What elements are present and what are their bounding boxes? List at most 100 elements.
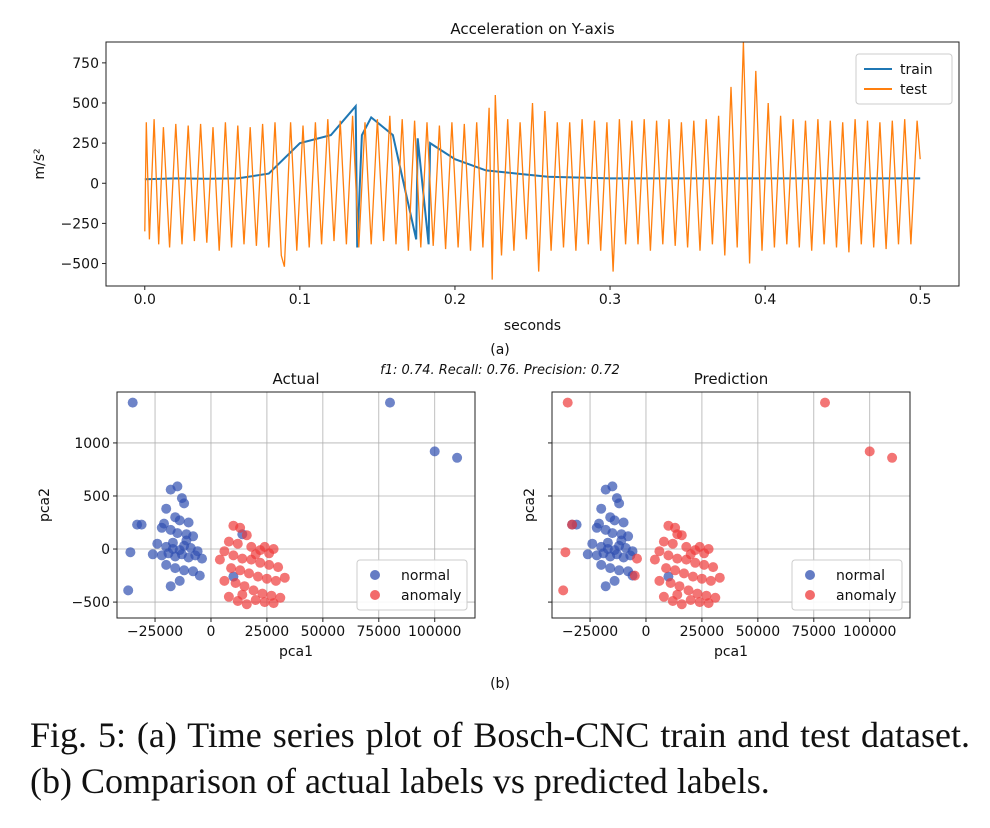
scatter-point-anomaly — [694, 597, 705, 608]
scatter-point-normal — [614, 565, 625, 576]
scatter-point-anomaly — [685, 595, 696, 605]
scatter-point-anomaly — [685, 549, 696, 560]
scatter-point-anomaly — [239, 581, 250, 592]
legend-swatch-anomaly — [805, 590, 815, 600]
scatter-point-anomaly — [676, 599, 687, 610]
y-tick-label: 0 — [90, 176, 99, 192]
scatter-point-anomaly — [235, 522, 246, 533]
x-tick-label: 75000 — [792, 624, 837, 640]
scatter-point-anomaly — [255, 557, 266, 568]
scatter-point-anomaly — [703, 598, 714, 609]
scatter-point-anomaly — [683, 585, 694, 596]
scatter-point-anomaly — [558, 585, 569, 596]
scatter-point-anomaly — [219, 546, 230, 557]
scatter-point-normal — [609, 575, 620, 586]
scatter-point-anomaly — [241, 599, 252, 610]
x-tick-label: 0.1 — [289, 292, 311, 308]
scatter-point-normal — [194, 570, 205, 581]
y-axis-label: pca2 — [37, 488, 53, 522]
scatter-point-anomaly — [223, 536, 234, 547]
chart-title: Acceleration on Y-axis — [450, 20, 614, 38]
scatter-point-anomaly — [275, 592, 286, 603]
scatter-point-anomaly — [708, 562, 719, 573]
x-tick-label: 0.2 — [444, 292, 466, 308]
panel-b-label: (b) — [490, 676, 510, 692]
scatter-point-normal — [452, 452, 463, 463]
legend-swatch-normal — [805, 570, 815, 580]
legend-box — [791, 559, 903, 611]
scatter-point-anomaly — [257, 588, 268, 599]
scatter-point-anomaly — [273, 562, 284, 573]
scatter-point-anomaly — [674, 581, 685, 592]
scatter-point-anomaly — [679, 568, 689, 579]
scatter-point-anomaly — [672, 589, 683, 600]
y-axis-label: pca2 — [522, 488, 538, 522]
scatter-point-anomaly — [692, 588, 703, 599]
y-tick-label: 0 — [101, 542, 110, 558]
scatter-point-anomaly — [246, 541, 257, 552]
y-tick-label: −250 — [61, 216, 99, 232]
scatter-point-anomaly — [226, 563, 237, 574]
x-tick-label: 0 — [207, 624, 216, 640]
scatter-point-normal — [618, 517, 629, 528]
scatter-point-anomaly — [681, 541, 692, 552]
scatter-point-anomaly — [237, 589, 248, 600]
x-tick-label: 0.0 — [134, 292, 156, 308]
scatter-point-normal — [172, 528, 183, 539]
scatter-point-normal — [582, 549, 593, 560]
series-line-test — [144, 42, 921, 280]
scatter-point-anomaly — [658, 536, 669, 547]
scatter-point-normal — [385, 397, 395, 408]
scatter-point-normal — [594, 518, 604, 529]
scatter-point-anomaly — [672, 553, 683, 564]
scatter-point-normal — [179, 498, 190, 509]
actual-scatter-panel: −25000 0 25000 50000 75000 100000 −500 0 500 1000… — [37, 370, 476, 660]
x-axis-label: pca1 — [279, 644, 313, 660]
scatter-point-normal — [616, 535, 627, 546]
scatter-point-anomaly — [714, 572, 725, 583]
x-tick-label: 75000 — [357, 624, 402, 640]
scatter-point-anomaly — [703, 544, 714, 554]
x-tick-label: −25000 — [127, 624, 183, 640]
y-tick-label: −500 — [61, 257, 99, 273]
x-tick-label: 25000 — [680, 624, 725, 640]
scatter-point-anomaly — [864, 446, 875, 457]
scatter-point-anomaly — [696, 573, 707, 584]
scatter-point-anomaly — [214, 554, 225, 565]
x-tick-label: 50000 — [736, 624, 781, 640]
scatter-point-anomaly — [268, 598, 279, 609]
scatter-point-anomaly — [629, 570, 640, 581]
scatter-point-normal — [607, 528, 618, 539]
y-tick-label: 500 — [83, 489, 110, 505]
scatter-point-anomaly — [670, 565, 681, 576]
scatter-point-normal — [602, 537, 613, 548]
scatter-point-normal — [429, 446, 440, 457]
scatter-point-anomaly — [649, 554, 660, 565]
scatter-point-normal — [127, 397, 138, 408]
scatter-point-anomaly — [654, 575, 665, 586]
y-tick-label: 750 — [72, 56, 99, 72]
scatter-point-normal — [587, 538, 598, 549]
scatter-point-normal — [165, 581, 176, 592]
scatter-point-normal — [596, 503, 607, 514]
chart-title: Actual — [273, 370, 320, 388]
scatter-point-anomaly — [665, 578, 676, 588]
scatter-point-anomaly — [279, 572, 290, 583]
x-tick-label: 0.5 — [909, 292, 931, 308]
plot-frame — [116, 391, 476, 619]
x-tick-label: 25000 — [245, 624, 290, 640]
scatter-point-normal — [174, 575, 185, 586]
scatter-point-normal — [123, 585, 134, 596]
x-tick-label: 50000 — [301, 624, 346, 640]
scatter-point-normal — [181, 535, 192, 546]
legend-label-train: train — [900, 62, 933, 78]
scatter-point-anomaly — [690, 557, 701, 568]
prediction-scatter-panel: −25000 0 25000 50000 75000 100000 Prediction pc… — [522, 370, 911, 660]
scatter-point-normal — [600, 581, 611, 592]
scatter-point-normal — [179, 565, 190, 576]
x-axis-label: pca1 — [714, 644, 748, 660]
scatter-point-anomaly — [667, 538, 678, 549]
scatter-point-anomaly — [688, 571, 698, 582]
scatter-point-normal — [161, 559, 172, 570]
scatter-point-anomaly — [264, 559, 275, 570]
